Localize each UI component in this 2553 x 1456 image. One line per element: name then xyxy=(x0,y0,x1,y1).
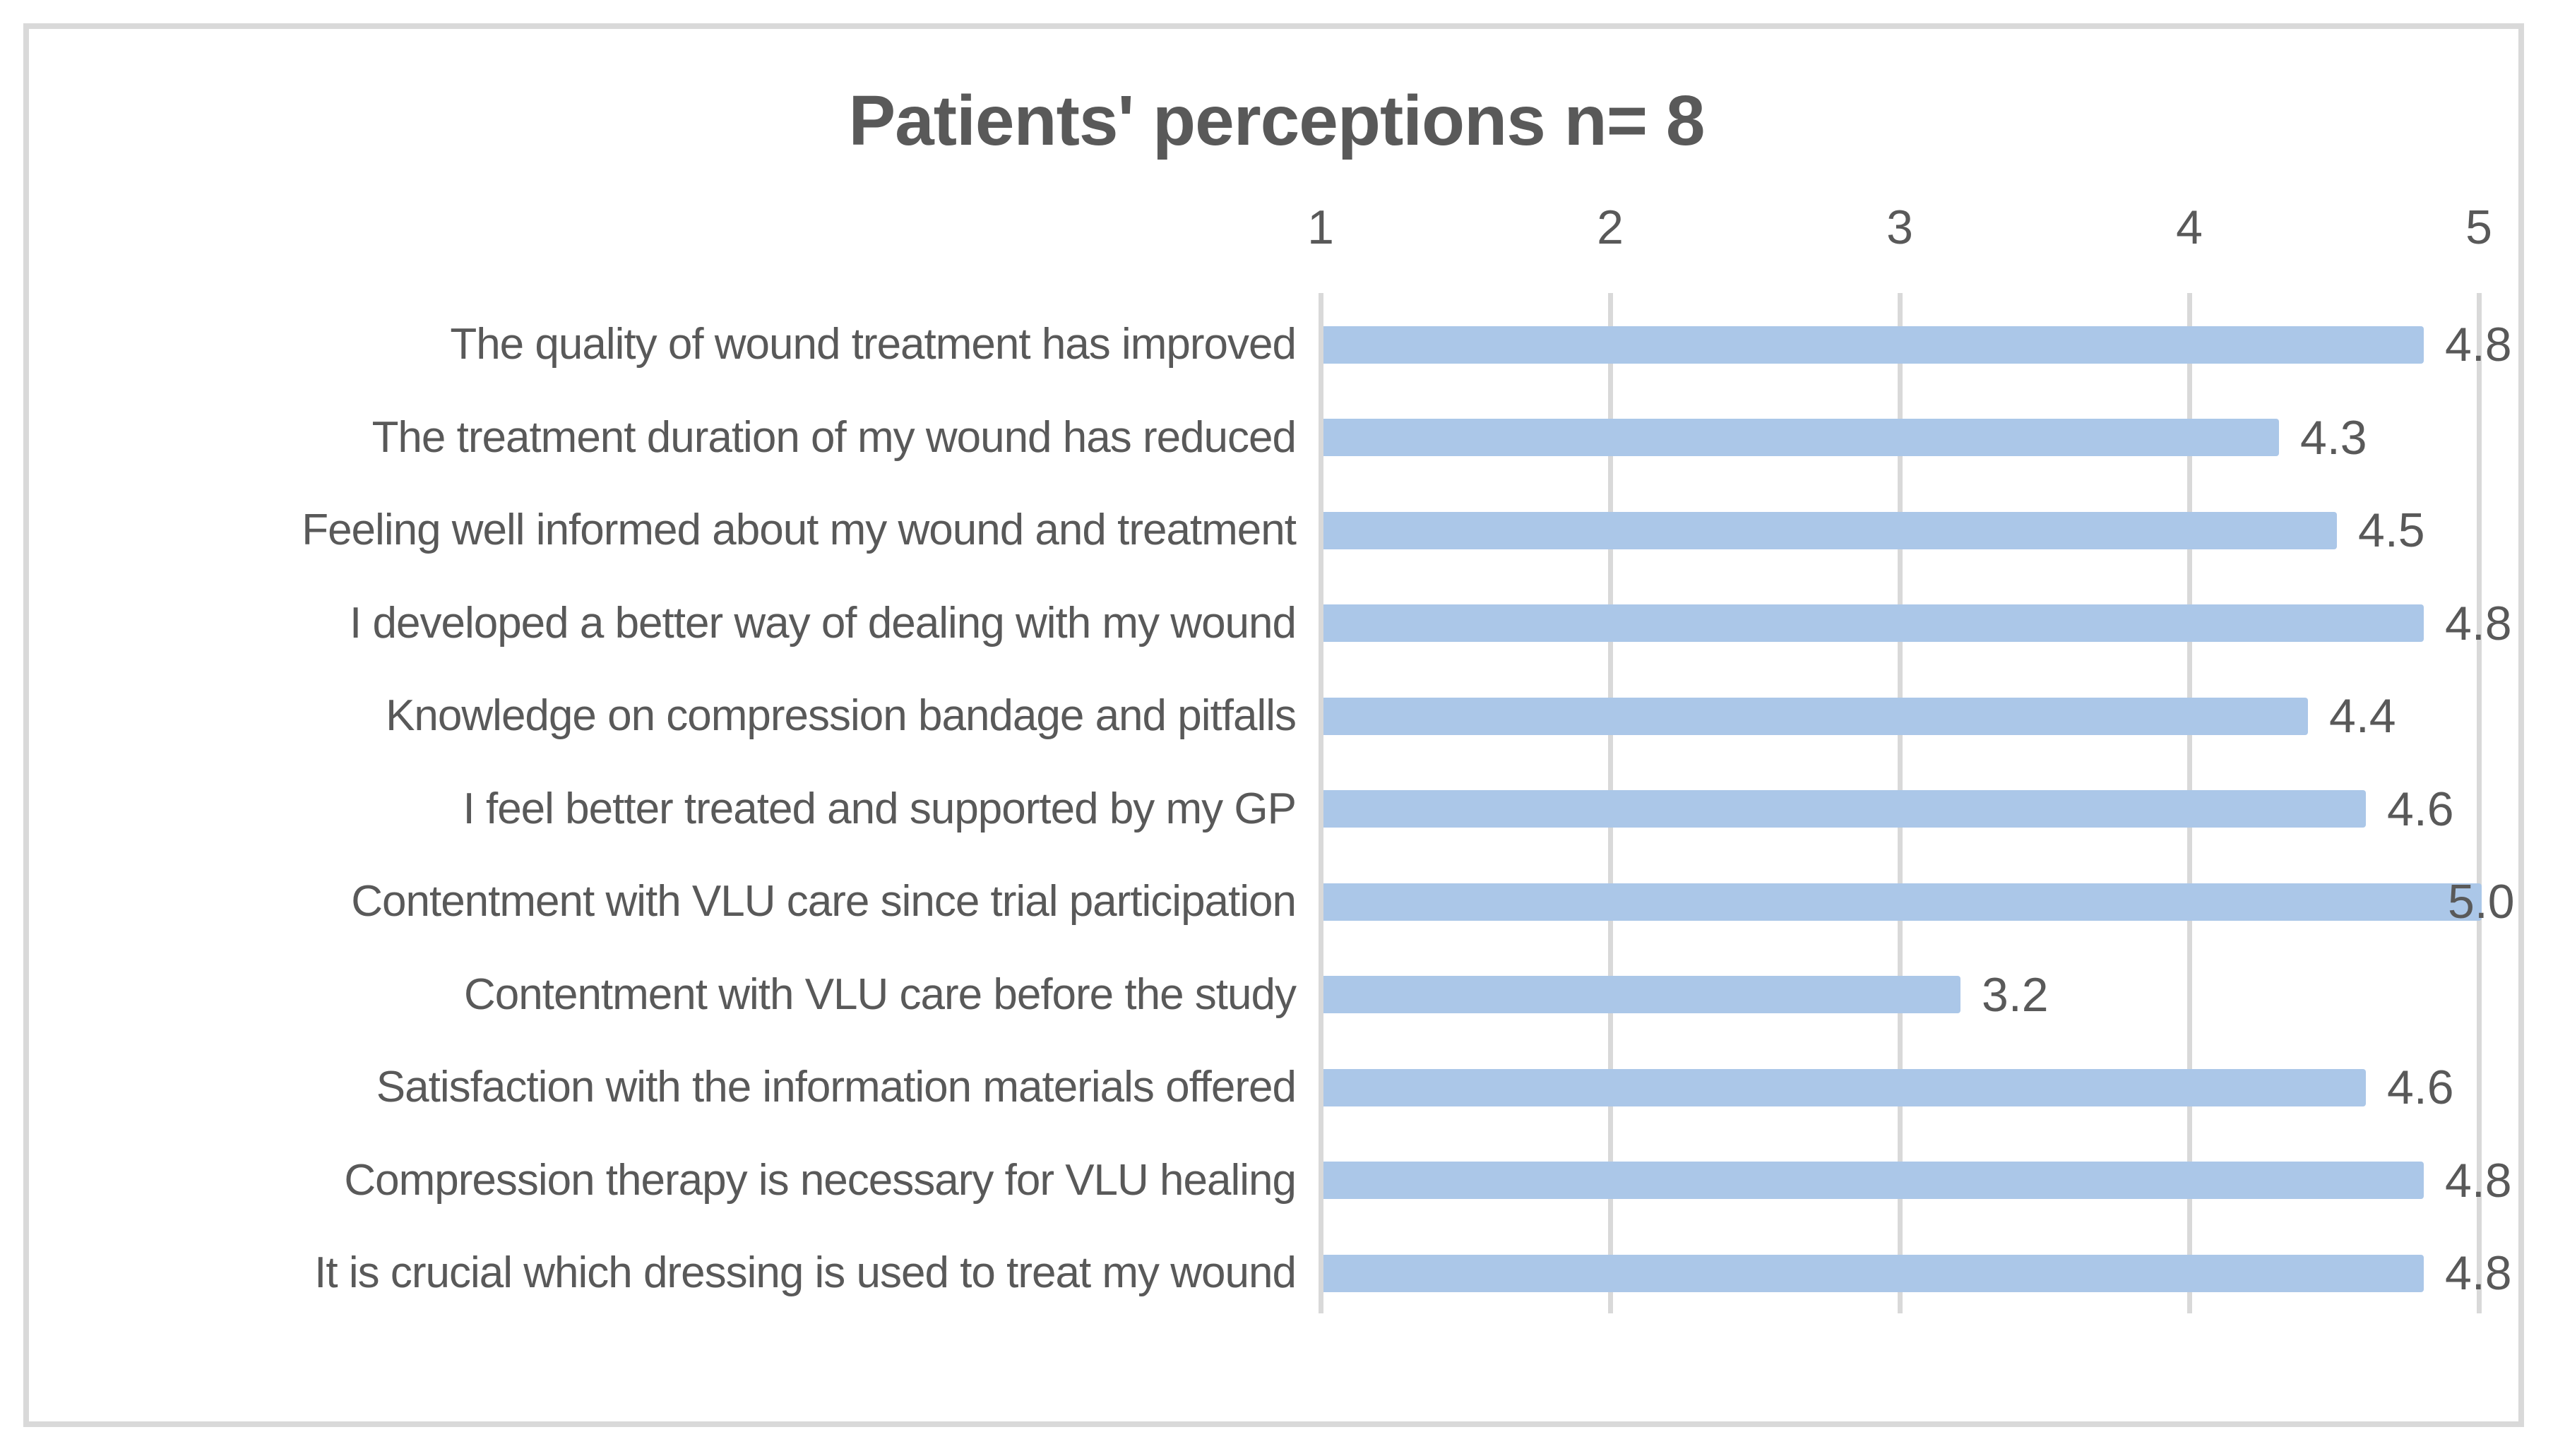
bar xyxy=(1323,1254,2424,1292)
category-label: Satisfaction with the information materi… xyxy=(376,1063,1297,1111)
value-label: 4.4 xyxy=(2329,689,2396,743)
category-label: Compression therapy is necessary for VLU… xyxy=(344,1155,1297,1205)
value-label: 4.8 xyxy=(2445,318,2512,371)
value-label: 4.3 xyxy=(2300,410,2367,465)
x-axis-tick-label: 2 xyxy=(1597,201,1624,254)
value-label: 3.2 xyxy=(1982,967,2049,1022)
category-label: The quality of wound treatment has impro… xyxy=(450,320,1297,369)
category-label: I feel better treated and supported by m… xyxy=(463,784,1297,833)
bar xyxy=(1323,976,1960,1013)
bar xyxy=(1323,326,2424,364)
y-axis-line xyxy=(1319,293,1323,1313)
bar xyxy=(1323,883,2482,921)
value-label: 5.0 xyxy=(2448,875,2515,929)
category-label: Knowledge on compression bandage and pit… xyxy=(386,691,1297,740)
bar xyxy=(1323,419,2279,456)
x-axis-tick-label: 4 xyxy=(2176,201,2203,254)
gridline xyxy=(2477,293,2482,1313)
category-label: I developed a better way of dealing with… xyxy=(350,598,1297,648)
value-label: 4.8 xyxy=(2445,596,2512,650)
x-axis-tick-label: 5 xyxy=(2465,201,2492,254)
x-axis-tick-label: 3 xyxy=(1886,201,1913,254)
bar xyxy=(1323,1068,2366,1106)
bar xyxy=(1323,790,2366,828)
value-label: 4.8 xyxy=(2445,1153,2512,1207)
x-axis-tick-label: 1 xyxy=(1307,201,1334,254)
bar xyxy=(1323,511,2337,549)
chart-title: Patients' perceptions n= 8 xyxy=(848,81,1705,160)
value-label: 4.6 xyxy=(2387,1061,2454,1114)
value-label: 4.8 xyxy=(2445,1246,2512,1300)
category-label: Feeling well informed about my wound and… xyxy=(302,506,1297,554)
value-label: 4.6 xyxy=(2387,782,2454,836)
category-label: Contentment with VLU care before the stu… xyxy=(464,969,1297,1019)
category-label: The treatment duration of my wound has r… xyxy=(371,412,1297,462)
bar xyxy=(1323,1162,2424,1199)
category-label: Contentment with VLU care since trial pa… xyxy=(351,877,1297,926)
value-label: 4.5 xyxy=(2358,503,2425,557)
bar xyxy=(1323,604,2424,642)
bar xyxy=(1323,697,2308,735)
category-label: It is crucial which dressing is used to … xyxy=(314,1248,1297,1297)
